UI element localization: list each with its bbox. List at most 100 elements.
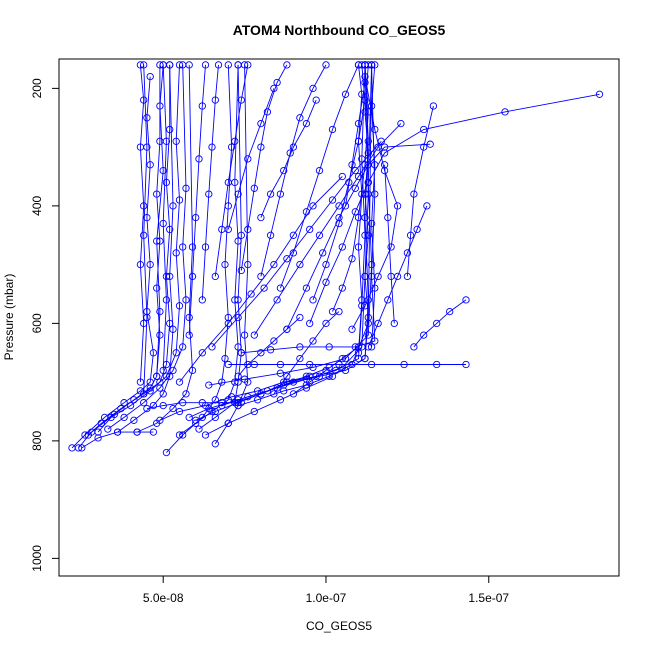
data-point xyxy=(198,399,206,407)
data-point xyxy=(175,196,184,204)
data-point xyxy=(257,119,265,128)
data-point xyxy=(325,343,333,351)
data-point xyxy=(361,161,369,169)
data-point xyxy=(153,372,161,380)
data-point xyxy=(309,337,317,345)
data-point xyxy=(364,331,372,339)
data-point xyxy=(433,360,441,369)
data-point xyxy=(253,396,262,404)
series-50 xyxy=(143,399,245,413)
series-33 xyxy=(185,61,210,339)
data-point xyxy=(146,72,154,81)
data-point xyxy=(221,260,229,269)
data-point xyxy=(312,96,320,104)
data-point xyxy=(250,331,258,339)
series-line xyxy=(237,64,373,407)
data-point xyxy=(250,184,258,192)
series-line xyxy=(367,205,428,348)
x-axis-label: CO_GEOS5 xyxy=(306,619,372,633)
data-point xyxy=(335,307,343,316)
data-point xyxy=(166,125,174,134)
data-point xyxy=(266,190,275,198)
data-point xyxy=(159,61,167,69)
data-point xyxy=(231,137,239,145)
series-20 xyxy=(208,137,385,351)
y-axis: 200 400 600 800 1000 xyxy=(30,78,60,572)
data-point xyxy=(348,325,356,333)
data-point xyxy=(208,143,216,151)
data-point xyxy=(358,296,366,304)
data-point xyxy=(201,61,210,69)
data-point xyxy=(218,399,226,407)
data-point xyxy=(153,284,161,292)
series-24 xyxy=(364,202,431,351)
series-line xyxy=(358,64,363,353)
series-line xyxy=(406,105,434,277)
data-point xyxy=(143,143,151,151)
data-point xyxy=(188,243,197,251)
data-point xyxy=(309,202,317,210)
data-point xyxy=(250,407,258,416)
data-point xyxy=(367,219,376,228)
data-point xyxy=(328,125,337,134)
data-point xyxy=(247,290,255,298)
data-point xyxy=(358,90,366,98)
data-point xyxy=(179,343,187,351)
data-point xyxy=(276,284,285,292)
series-line xyxy=(139,64,145,383)
data-point xyxy=(94,428,102,436)
y-tick-label: 800 xyxy=(30,431,44,451)
series-51 xyxy=(234,313,304,380)
data-point xyxy=(195,155,203,163)
data-point xyxy=(420,125,428,134)
data-point xyxy=(276,369,285,377)
data-point xyxy=(393,202,402,210)
series-44 xyxy=(140,61,151,398)
data-point xyxy=(195,425,203,433)
data-point xyxy=(156,331,164,339)
data-point xyxy=(273,296,281,304)
data-point xyxy=(146,387,154,395)
data-point xyxy=(403,249,412,257)
data-point xyxy=(234,313,242,322)
data-point xyxy=(205,381,213,389)
data-point xyxy=(224,319,232,328)
data-point xyxy=(348,360,356,369)
data-point xyxy=(162,178,171,187)
data-point xyxy=(224,225,232,234)
data-point xyxy=(211,407,219,416)
data-point xyxy=(338,172,346,181)
data-point xyxy=(403,272,412,281)
data-point xyxy=(354,119,363,128)
series-23 xyxy=(306,90,604,328)
data-point xyxy=(182,390,190,398)
data-point xyxy=(146,161,154,169)
series-line xyxy=(279,64,359,289)
x-tick-label: 5.0e-08 xyxy=(143,591,184,605)
data-point xyxy=(410,190,418,198)
data-point xyxy=(335,213,343,222)
data-point xyxy=(188,366,197,375)
data-point xyxy=(97,419,105,427)
data-point xyxy=(234,296,242,304)
series-52 xyxy=(403,102,438,281)
data-point xyxy=(384,296,392,304)
data-point xyxy=(270,84,278,93)
data-point xyxy=(153,237,161,245)
data-point xyxy=(166,272,174,281)
series-40 xyxy=(367,61,379,351)
series-line xyxy=(211,141,382,348)
data-point xyxy=(159,401,167,410)
series-line xyxy=(87,64,171,436)
data-point xyxy=(280,387,288,395)
data-point xyxy=(107,413,115,422)
series-line xyxy=(293,346,359,395)
x-axis: 5.0e-08 1.0e-07 1.5e-07 xyxy=(143,575,509,605)
data-point xyxy=(328,372,337,380)
data-point xyxy=(240,331,249,339)
data-point xyxy=(309,296,317,304)
data-point xyxy=(276,396,285,404)
series-53 xyxy=(380,161,398,328)
data-point xyxy=(149,401,158,410)
data-point xyxy=(136,378,145,386)
